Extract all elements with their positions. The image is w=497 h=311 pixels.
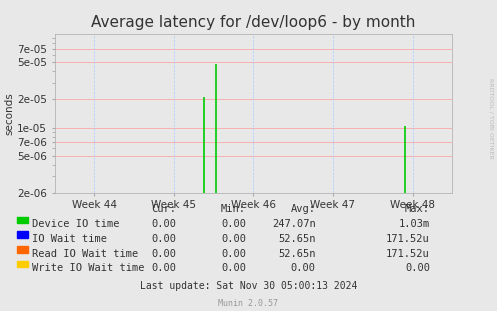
Text: 52.65n: 52.65n: [278, 249, 316, 259]
Text: IO Wait time: IO Wait time: [32, 234, 107, 244]
Text: 1.03m: 1.03m: [399, 219, 430, 229]
Text: Device IO time: Device IO time: [32, 219, 120, 229]
Text: 0.00: 0.00: [152, 234, 176, 244]
Text: 171.52u: 171.52u: [386, 249, 430, 259]
Text: Write IO Wait time: Write IO Wait time: [32, 263, 145, 273]
Text: 0.00: 0.00: [221, 249, 246, 259]
Text: RRDTOOL / TOBI OETIKER: RRDTOOL / TOBI OETIKER: [488, 78, 493, 159]
Text: Max:: Max:: [405, 204, 430, 214]
Text: Last update: Sat Nov 30 05:00:13 2024: Last update: Sat Nov 30 05:00:13 2024: [140, 281, 357, 291]
Text: 0.00: 0.00: [405, 263, 430, 273]
Text: Munin 2.0.57: Munin 2.0.57: [219, 299, 278, 308]
Y-axis label: seconds: seconds: [4, 92, 14, 135]
Text: Cur:: Cur:: [152, 204, 176, 214]
Text: 0.00: 0.00: [152, 249, 176, 259]
Text: 171.52u: 171.52u: [386, 234, 430, 244]
Text: Avg:: Avg:: [291, 204, 316, 214]
Text: 52.65n: 52.65n: [278, 234, 316, 244]
Text: 0.00: 0.00: [152, 263, 176, 273]
Text: 0.00: 0.00: [221, 234, 246, 244]
Text: 0.00: 0.00: [291, 263, 316, 273]
Text: 0.00: 0.00: [221, 219, 246, 229]
Text: 0.00: 0.00: [152, 219, 176, 229]
Text: Read IO Wait time: Read IO Wait time: [32, 249, 139, 259]
Text: 0.00: 0.00: [221, 263, 246, 273]
Text: 247.07n: 247.07n: [272, 219, 316, 229]
Title: Average latency for /dev/loop6 - by month: Average latency for /dev/loop6 - by mont…: [91, 15, 415, 30]
Text: Min:: Min:: [221, 204, 246, 214]
